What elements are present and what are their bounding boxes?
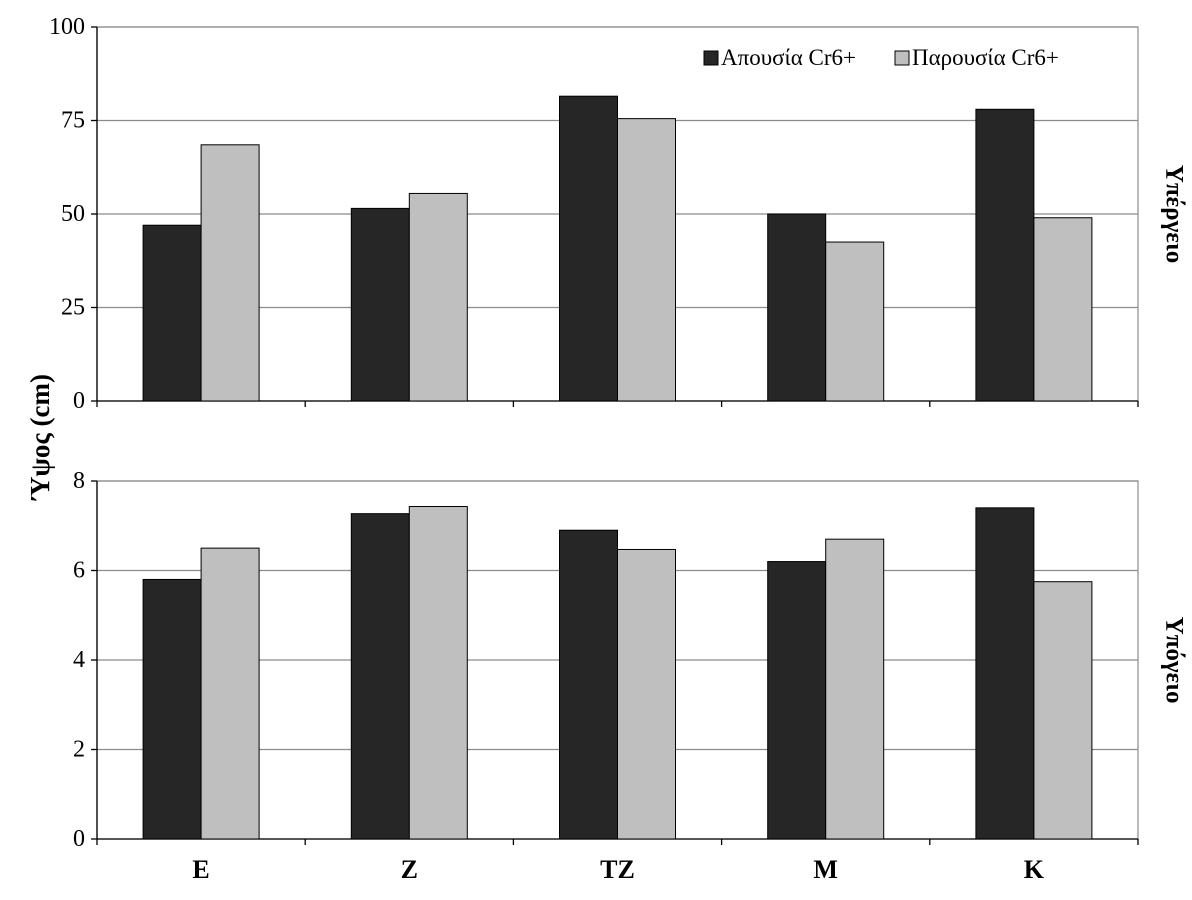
y-tick-label: 25 (61, 295, 85, 321)
legend-label-presence: Παρουσία Cr6+ (912, 45, 1059, 70)
x-category-label: E (192, 855, 209, 884)
panel-side-label: Υπόγειο (1161, 617, 1188, 704)
x-category-label: K (1024, 855, 1045, 884)
bar-absence-e (142, 224, 202, 402)
y-tick-label: 2 (73, 737, 85, 763)
bar-presence-z (408, 506, 468, 840)
bar-presence-tz (617, 118, 676, 402)
y-tick-label: 6 (73, 558, 85, 584)
bar-absence-tz (559, 529, 618, 840)
legend-swatch-presence (894, 50, 910, 66)
panel-upper: 0 25 50 75 100 Υπέργειο (49, 14, 1188, 414)
y-tick-label: 0 (73, 826, 85, 852)
bar-presence-z (408, 192, 468, 402)
panel-lower: 0 2 4 6 8 Υπόγειο (73, 468, 1188, 852)
bar-presence-e (200, 547, 260, 840)
bar-absence-z (350, 207, 410, 402)
bar-presence-tz (617, 548, 676, 840)
bar-absence-m (767, 213, 827, 402)
y-tick-label: 8 (73, 468, 85, 494)
x-category-label: Z (401, 855, 418, 884)
bar-absence-k (975, 507, 1035, 840)
y-tick-label: 0 (73, 388, 85, 414)
bar-presence-k (1033, 217, 1093, 402)
legend: Απουσία Cr6+ Παρουσία Cr6+ (703, 45, 1059, 70)
x-category-label: TZ (600, 855, 635, 884)
bar-presence-e (200, 144, 260, 402)
category-labels: E Z TZ M K (192, 855, 1044, 884)
bar-presence-k (1033, 581, 1093, 840)
y-tick-label: 100 (49, 14, 85, 40)
bar-absence-tz (559, 95, 618, 402)
bar-absence-z (350, 513, 410, 840)
x-category-label: M (813, 855, 838, 884)
bar-presence-m (825, 241, 885, 402)
bar-absence-m (767, 561, 827, 840)
bar-presence-m (825, 538, 885, 840)
y-tick-label: 50 (61, 201, 85, 227)
bar-absence-k (975, 108, 1035, 402)
panel-side-label: Υπέργειο (1161, 165, 1188, 263)
y-tick-label: 75 (61, 108, 85, 134)
legend-label-absence: Απουσία Cr6+ (721, 45, 856, 70)
y-tick-label: 4 (73, 647, 85, 673)
bar-absence-e (142, 578, 202, 840)
legend-swatch-absence (703, 50, 719, 66)
y-axis-label: Ύψος (cm) (25, 374, 55, 501)
